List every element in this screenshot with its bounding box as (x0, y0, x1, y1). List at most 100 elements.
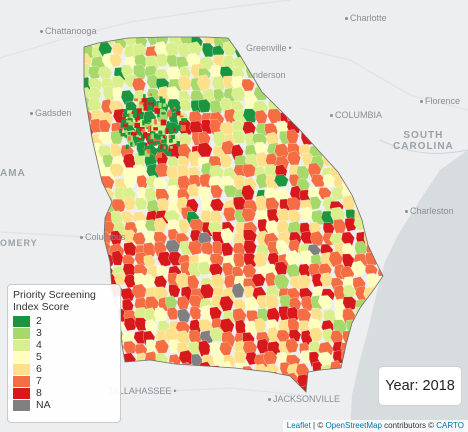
county[interactable] (286, 306, 301, 322)
tract[interactable] (128, 136, 131, 141)
tract[interactable] (165, 128, 169, 134)
tract[interactable] (143, 102, 147, 106)
county[interactable] (168, 284, 181, 299)
county[interactable] (109, 53, 123, 68)
county[interactable] (189, 306, 203, 320)
county[interactable] (317, 351, 334, 367)
tract[interactable] (127, 113, 131, 118)
county[interactable] (310, 307, 324, 323)
tract[interactable] (167, 101, 173, 107)
tract[interactable] (142, 120, 148, 126)
tract[interactable] (150, 134, 153, 140)
tract[interactable] (173, 127, 179, 133)
county[interactable] (166, 86, 181, 101)
tract[interactable] (161, 119, 166, 122)
tract[interactable] (120, 121, 125, 128)
tract[interactable] (154, 108, 161, 114)
county[interactable] (110, 130, 124, 146)
county[interactable] (178, 75, 193, 91)
tract[interactable] (151, 155, 155, 161)
tract[interactable] (154, 154, 158, 160)
tract[interactable] (181, 118, 187, 123)
county[interactable] (154, 217, 168, 234)
tract[interactable] (123, 121, 129, 127)
county[interactable] (144, 319, 158, 334)
tract[interactable] (148, 125, 151, 132)
tract[interactable] (143, 94, 146, 100)
county[interactable] (267, 326, 280, 343)
county[interactable] (166, 54, 180, 67)
county[interactable] (273, 174, 289, 188)
tract[interactable] (139, 101, 143, 105)
leaflet-link[interactable]: Leaflet (286, 421, 311, 430)
county[interactable] (111, 75, 126, 90)
tract[interactable] (137, 137, 143, 140)
tract[interactable] (124, 135, 128, 138)
tract[interactable] (172, 119, 178, 123)
county[interactable] (211, 75, 227, 92)
tract[interactable] (123, 109, 128, 115)
tract[interactable] (158, 102, 162, 109)
tract[interactable] (178, 125, 181, 131)
tract[interactable] (157, 111, 160, 118)
tract[interactable] (169, 138, 173, 143)
county[interactable] (209, 326, 225, 342)
tract[interactable] (151, 133, 154, 139)
county[interactable] (144, 219, 158, 233)
tract[interactable] (147, 135, 150, 140)
tract[interactable] (133, 111, 137, 118)
county[interactable] (309, 326, 324, 343)
tract[interactable] (134, 122, 140, 128)
tract[interactable] (139, 105, 143, 111)
tract[interactable] (119, 128, 122, 134)
tract[interactable] (172, 112, 176, 117)
county[interactable] (266, 307, 281, 324)
county[interactable] (109, 163, 125, 178)
county[interactable] (209, 198, 225, 212)
county[interactable] (243, 239, 257, 256)
tract[interactable] (156, 148, 160, 153)
tract[interactable] (166, 121, 170, 127)
tract[interactable] (135, 127, 141, 133)
county[interactable] (285, 338, 299, 354)
tract[interactable] (144, 123, 151, 128)
county[interactable] (265, 220, 281, 236)
tract[interactable] (156, 152, 163, 158)
tract[interactable] (152, 141, 156, 146)
county[interactable] (319, 272, 334, 288)
tract[interactable] (123, 125, 127, 131)
tract[interactable] (155, 133, 159, 140)
county[interactable] (209, 253, 225, 267)
county[interactable] (202, 32, 217, 46)
county[interactable] (198, 98, 212, 113)
tract[interactable] (138, 149, 145, 156)
tract[interactable] (130, 142, 133, 147)
county[interactable] (155, 162, 171, 178)
tract[interactable] (169, 146, 173, 149)
county[interactable] (255, 172, 270, 189)
county[interactable] (136, 174, 149, 190)
tract[interactable] (135, 116, 138, 123)
county[interactable] (134, 197, 148, 211)
county[interactable] (186, 183, 201, 198)
county[interactable] (155, 53, 170, 68)
county[interactable] (122, 340, 138, 355)
county[interactable] (219, 317, 235, 334)
tract[interactable] (159, 96, 163, 100)
tract[interactable] (128, 121, 135, 126)
county[interactable] (276, 208, 292, 223)
tract[interactable] (147, 104, 153, 110)
tract[interactable] (145, 151, 150, 157)
tract[interactable] (170, 134, 175, 139)
tract[interactable] (178, 124, 182, 127)
county[interactable] (177, 132, 193, 147)
county[interactable] (131, 77, 147, 94)
county[interactable] (223, 206, 238, 222)
tract[interactable] (136, 134, 139, 137)
county[interactable] (154, 339, 170, 355)
county[interactable] (98, 131, 114, 144)
tract[interactable] (125, 144, 129, 149)
county[interactable] (350, 260, 367, 276)
county[interactable] (330, 186, 346, 201)
tract[interactable] (162, 103, 167, 108)
